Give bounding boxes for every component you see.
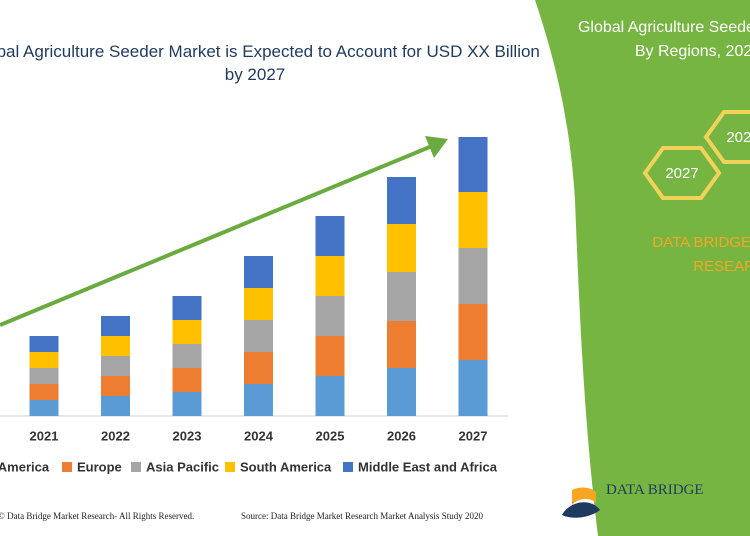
bar-segment xyxy=(29,368,59,384)
legend-label: Middle East and Africa xyxy=(358,459,498,474)
x-tick-label: 2025 xyxy=(316,428,345,443)
panel-title: Global Agriculture Seeder Market, By Reg… xyxy=(577,19,750,60)
hexagon-label: 2020 xyxy=(726,129,750,146)
hexagon xyxy=(703,110,750,164)
arrow-head xyxy=(425,136,448,158)
bar-segment xyxy=(244,288,273,320)
logo-mark xyxy=(562,502,600,518)
logo-mark xyxy=(572,482,596,505)
green-panel xyxy=(535,0,750,536)
bar-segment xyxy=(458,192,488,248)
hexagon-label: 2027 xyxy=(665,165,698,182)
legend-swatch xyxy=(131,462,141,472)
panel-brand: DATA BRIDGE MARKET RESEARCH xyxy=(652,234,750,275)
bar-segment xyxy=(244,256,273,288)
legend-label: North America xyxy=(0,459,50,474)
bar-segment xyxy=(172,320,202,344)
chart-title: Global Agriculture Seeder Market is Expe… xyxy=(0,42,540,84)
x-tick-label: 2027 xyxy=(459,428,488,443)
x-tick-label: 2026 xyxy=(387,428,416,443)
bar-segment xyxy=(101,376,130,396)
bar-segment xyxy=(172,296,202,320)
bar-segment xyxy=(101,396,130,416)
bar-segment xyxy=(172,368,202,392)
bar-segment xyxy=(101,316,130,336)
bar-segment xyxy=(315,216,345,256)
bar-segment xyxy=(458,248,488,304)
legend-swatch xyxy=(62,462,72,472)
bar-segment xyxy=(458,304,488,360)
bar-segment xyxy=(244,320,273,352)
bar-segment xyxy=(315,296,345,336)
hexagon xyxy=(642,146,722,200)
bar-segment xyxy=(387,321,416,368)
bar-segment xyxy=(387,224,416,272)
bar-segment xyxy=(244,352,273,384)
copyright: © Data Bridge Market Research- All Right… xyxy=(0,511,195,521)
bar-segment xyxy=(101,336,130,356)
bar-segment xyxy=(172,344,202,368)
legend-label: Europe xyxy=(77,459,122,474)
bar-segment xyxy=(29,336,59,352)
legend-label: Asia Pacific xyxy=(146,459,219,474)
source: Source: Data Bridge Market Research Mark… xyxy=(241,511,483,521)
bar-segment xyxy=(244,384,273,416)
logo-text: DATA BRIDGE xyxy=(606,482,704,498)
bar-segment xyxy=(387,272,416,321)
bar-segment xyxy=(458,137,488,192)
x-tick-label: 2021 xyxy=(30,428,59,443)
bar-segment xyxy=(29,352,59,368)
bar-segment xyxy=(29,400,59,416)
bar-segment xyxy=(315,376,345,416)
bar-segment xyxy=(458,360,488,416)
bar-segment xyxy=(387,177,416,224)
legend-label: South America xyxy=(240,459,332,474)
bar-segment xyxy=(172,392,202,416)
x-tick-label: 2022 xyxy=(101,428,130,443)
bar-segment xyxy=(101,356,130,376)
bar-segment xyxy=(29,384,59,400)
legend-swatch xyxy=(225,462,235,472)
x-tick-label: 2024 xyxy=(244,428,274,443)
bar-segment xyxy=(315,336,345,376)
bar-segment xyxy=(315,256,345,296)
x-tick-label: 2023 xyxy=(173,428,202,443)
legend-swatch xyxy=(343,462,353,472)
bar-segment xyxy=(387,368,416,416)
trend-arrow xyxy=(0,144,433,327)
